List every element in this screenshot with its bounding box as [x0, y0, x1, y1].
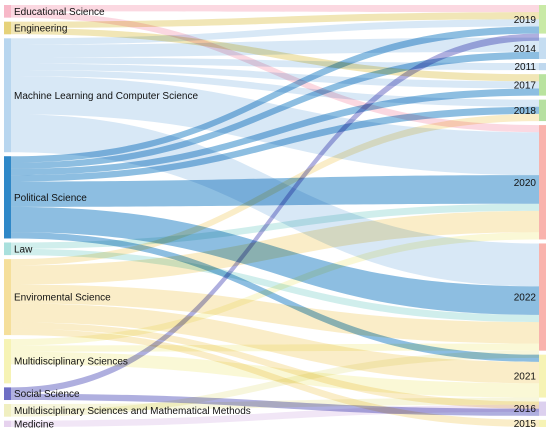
target-node-2018 [539, 99, 546, 122]
target-node-2022 [539, 243, 546, 351]
target-node-2014 [539, 37, 546, 60]
source-label-machine-learning-and-computer-science: Machine Learning and Computer Science [14, 91, 198, 102]
target-label-2020: 2020 [514, 178, 537, 189]
target-label-2022: 2022 [514, 293, 537, 304]
flow-enviromental-science-to-2018 [11, 113, 539, 266]
source-node-multidisciplinary-sciences [4, 339, 11, 384]
target-node-2011 [539, 63, 546, 71]
target-label-2016: 2016 [514, 404, 537, 415]
flow-political-science-to-2018 [11, 106, 539, 182]
target-node-2017 [539, 74, 546, 96]
source-label-engineering: Engineering [14, 23, 67, 34]
flow-political-science-to-2017 [11, 88, 539, 176]
source-node-engineering [4, 21, 11, 35]
flow-enviromental-science-to-2016 [11, 322, 539, 409]
flow-social-science-to-2019 [11, 33, 539, 394]
source-label-multidisciplinary-sciences-and-mathematical-methods: Multidisciplinary Sciences and Mathemati… [14, 406, 251, 417]
flow-enviromental-science-to-2022 [11, 284, 539, 344]
target-label-2011: 2011 [514, 62, 536, 73]
flow-machine-learning-and-computer-science-to-2017 [11, 63, 539, 89]
target-node-2015 [539, 419, 546, 427]
flow-political-science-to-2021 [11, 232, 539, 362]
target-label-2017: 2017 [514, 80, 537, 91]
source-label-enviromental-science: Enviromental Science [14, 293, 111, 304]
target-label-2015: 2015 [514, 419, 537, 430]
flow-political-science-to-2019 [11, 26, 539, 163]
source-node-educational-science [4, 5, 11, 18]
flow-educational-science-to-2020 [11, 11, 539, 133]
source-label-social-science: Social Science [14, 389, 80, 400]
target-node-2021 [539, 354, 546, 398]
source-label-multidisciplinary-sciences: Multidisciplinary Sciences [14, 357, 128, 368]
labels: Educational Science Engineering Machine Le… [14, 7, 536, 431]
source-node-multidisciplinary-sciences-and-mathematical-methods [4, 404, 11, 417]
target-label-2019: 2019 [514, 15, 537, 26]
flow-engineering-to-2019 [11, 12, 539, 28]
source-node-machine-learning-and-computer-science [4, 38, 11, 153]
flow-engineering-to-2017 [11, 27, 539, 82]
target-node-2019 [539, 5, 546, 34]
flow-multidisciplinary-sciences-to-2022 [11, 343, 539, 352]
flow-political-science-to-2014 [11, 51, 539, 169]
source-label-law: Law [14, 244, 33, 255]
flow-law-to-2020 [11, 203, 539, 249]
source-node-social-science [4, 387, 11, 401]
flow-machine-learning-and-computer-science-to-2019 [11, 19, 539, 45]
flows [11, 5, 539, 427]
nodes [4, 5, 546, 427]
source-label-educational-science: Educational Science [14, 7, 105, 18]
flow-machine-learning-and-computer-science-to-2020 [11, 76, 539, 176]
source-node-law [4, 242, 11, 256]
target-node-2016 [539, 401, 546, 416]
flow-multidisciplinary-sciences-to-2021 [11, 351, 539, 398]
source-node-enviromental-science [4, 259, 11, 336]
flow-multidisciplinary-sciences-and-mathematical-methods-to-2022 [11, 350, 539, 417]
target-label-2014: 2014 [514, 44, 537, 55]
target-label-2021: 2021 [514, 372, 537, 383]
flow-educational-science-to-2019 [11, 5, 539, 13]
flow-multidisciplinary-sciences-to-2020 [11, 232, 539, 346]
flow-law-to-2022 [11, 248, 539, 323]
flow-political-science-to-2022 [11, 206, 539, 315]
source-label-medicine: Medicine [14, 419, 54, 430]
target-node-2020 [539, 125, 546, 240]
source-label-political-science: Political Science [14, 193, 87, 204]
source-node-political-science [4, 156, 11, 239]
flow-medicine-to-2021 [11, 404, 539, 427]
target-label-2018: 2018 [514, 106, 537, 117]
flow-enviromental-science-to-2020 [11, 210, 539, 285]
source-node-medicine [4, 420, 11, 427]
